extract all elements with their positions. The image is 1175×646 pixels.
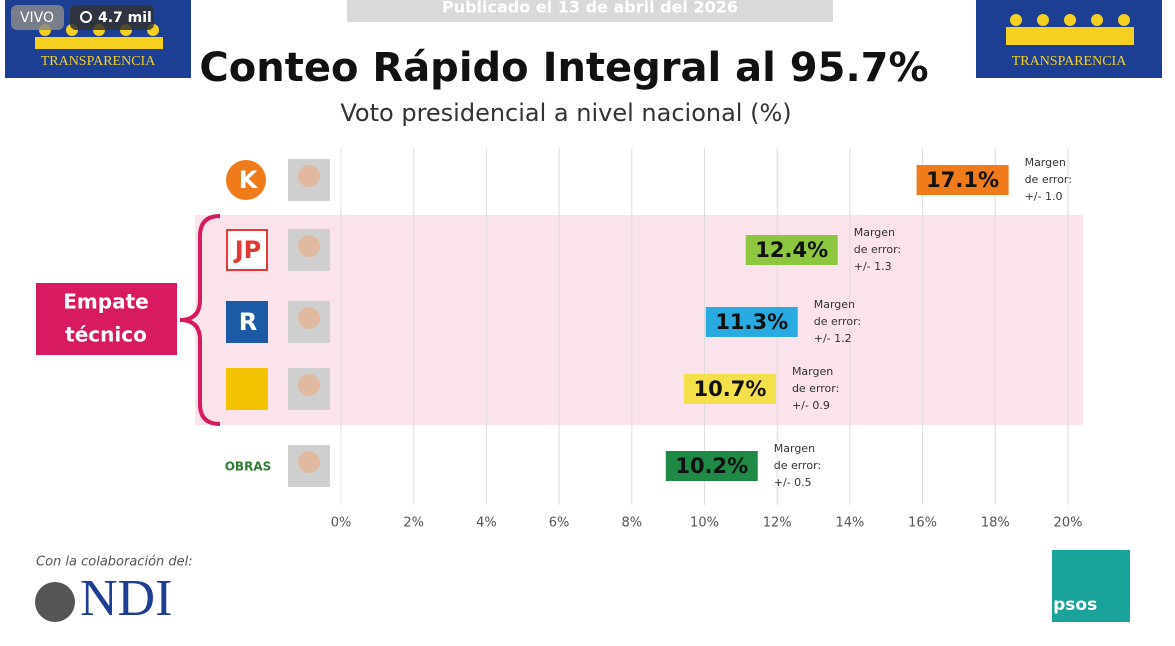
value-box <box>665 451 758 481</box>
value-label: 17.1% <box>926 168 999 192</box>
logo-text: TRANSPARENCIA <box>41 54 157 69</box>
tie-band <box>195 215 1083 425</box>
ndi-globe <box>35 582 75 622</box>
party-mark: K <box>239 166 259 194</box>
value-box <box>916 165 1009 195</box>
chart-title: Conteo Rápido Integral al 95.7% <box>199 45 928 91</box>
eye-icon <box>80 11 92 23</box>
chart-subtitle: Voto presidencial a nivel nacional (%) <box>340 99 791 127</box>
candidate-face <box>298 374 320 396</box>
candidate-face <box>298 235 320 257</box>
candidate-face <box>298 451 320 473</box>
candidate-face <box>298 307 320 329</box>
party-logo <box>226 229 268 271</box>
error-annotation: +/- 0.5 <box>774 476 812 489</box>
error-annotation: de error: <box>814 315 861 328</box>
x-tick-label: 6% <box>549 516 570 531</box>
error-annotation: +/- 1.3 <box>854 260 892 273</box>
ipsos-logo <box>1052 550 1130 622</box>
error-annotation: Margen <box>792 365 833 378</box>
live-badge[interactable] <box>11 5 64 30</box>
tie-label: técnico <box>65 323 147 347</box>
x-tick-label: 18% <box>981 516 1010 531</box>
logo-text: TRANSPARENCIA <box>1012 54 1128 69</box>
live-text: VIVO <box>20 10 54 26</box>
tie-label: Empate <box>63 290 148 314</box>
value-label: 10.7% <box>694 377 767 401</box>
error-annotation: de error: <box>854 243 901 256</box>
value-box <box>745 235 838 265</box>
published-bar <box>347 0 833 22</box>
published-text: Publicado el 13 de abril del 2026 <box>442 0 738 17</box>
error-annotation: de error: <box>792 382 839 395</box>
party-mark: OBRAS <box>225 460 272 474</box>
candidate-face <box>298 165 320 187</box>
x-tick-label: 0% <box>331 516 352 531</box>
rows: 0% 2% 4% 6% 8% 10% 12% 14% 16% 18% 20% 17.1% Margen d… <box>225 148 1083 531</box>
party-logo <box>226 160 266 200</box>
value-label: 11.3% <box>715 310 788 334</box>
error-annotation: Margen <box>854 226 895 239</box>
views-badge <box>70 5 154 30</box>
tie-box <box>36 283 177 355</box>
value-label: 12.4% <box>755 238 828 262</box>
x-tick-label: 14% <box>835 516 864 531</box>
x-tick-label: 4% <box>476 516 497 531</box>
ndi-caption: Con la colaboración del: <box>36 555 193 570</box>
value-box <box>683 374 776 404</box>
error-annotation: +/- 1.0 <box>1025 190 1063 203</box>
value-box <box>705 307 798 337</box>
bracket <box>179 214 221 426</box>
error-annotation: +/- 0.9 <box>792 399 830 412</box>
x-tick-label: 8% <box>621 516 642 531</box>
ndi-text: NDI <box>80 570 172 627</box>
error-annotation: Margen <box>1025 156 1066 169</box>
ipsos-text: Ipsos <box>1047 595 1097 615</box>
x-tick-label: 12% <box>763 516 792 531</box>
views-text: 4.7 mil <box>98 10 152 26</box>
error-annotation: Margen <box>774 442 815 455</box>
error-annotation: de error: <box>774 459 821 472</box>
value-label: 10.2% <box>675 454 748 478</box>
party-logo <box>226 368 268 410</box>
x-tick-label: 2% <box>403 516 424 531</box>
x-tick-label: 10% <box>690 516 719 531</box>
error-annotation: +/- 1.2 <box>814 332 852 345</box>
party-mark: JP <box>233 236 262 264</box>
party-mark: R <box>239 308 257 336</box>
error-annotation: de error: <box>1025 173 1072 186</box>
logo-figures <box>1006 14 1134 45</box>
error-annotation: Margen <box>814 298 855 311</box>
x-tick-label: 16% <box>908 516 937 531</box>
party-logo <box>226 301 268 343</box>
x-tick-label: 20% <box>1054 516 1083 531</box>
